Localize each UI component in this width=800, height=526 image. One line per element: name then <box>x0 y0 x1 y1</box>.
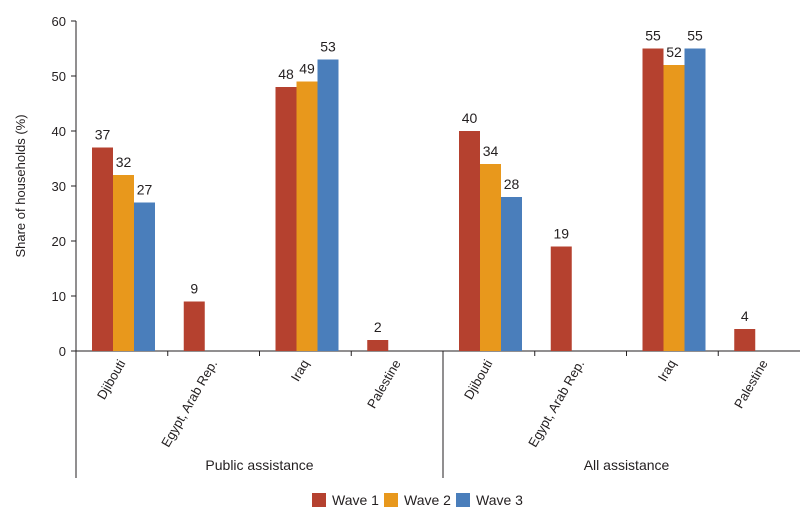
bar-wave-3 <box>501 197 522 351</box>
bar-wave-3 <box>134 202 155 351</box>
data-label: 52 <box>666 44 682 60</box>
legend-swatch <box>312 493 326 507</box>
x-category-label: Egypt, Arab Rep. <box>158 357 220 450</box>
y-axis-title: Share of households (%) <box>13 114 28 257</box>
data-label: 55 <box>687 28 703 44</box>
data-label: 4 <box>741 308 749 324</box>
bar-wave-1 <box>183 301 205 351</box>
x-category-label: Iraq <box>288 357 312 384</box>
group-label: Public assistance <box>205 457 313 473</box>
x-category-label: Palestine <box>364 357 404 411</box>
data-label: 2 <box>374 319 382 335</box>
x-category-label: Egypt, Arab Rep. <box>525 357 587 450</box>
data-label: 9 <box>190 281 198 297</box>
data-label: 27 <box>137 182 153 198</box>
y-tick-label: 50 <box>52 69 66 84</box>
bar-wave-2 <box>296 81 318 351</box>
legend-label: Wave 2 <box>404 492 451 508</box>
group-label: All assistance <box>584 457 670 473</box>
bar-wave-2 <box>663 65 685 351</box>
bar-wave-1 <box>734 329 756 351</box>
data-label: 19 <box>553 226 569 242</box>
data-label: 28 <box>504 176 520 192</box>
y-tick-label: 60 <box>52 14 66 29</box>
bar-wave-3 <box>684 48 706 351</box>
data-label: 40 <box>462 110 478 126</box>
y-tick-label: 20 <box>52 234 66 249</box>
bar-wave-1 <box>275 87 297 351</box>
y-tick-label: 30 <box>52 179 66 194</box>
bar-wave-1 <box>550 246 572 351</box>
legend-swatch <box>456 493 470 507</box>
data-label: 34 <box>483 143 499 159</box>
x-category-label: Iraq <box>655 357 679 384</box>
bar-wave-3 <box>317 59 339 351</box>
bar-wave-2 <box>480 164 501 351</box>
data-label: 37 <box>95 127 111 143</box>
bar-wave-1 <box>459 131 480 351</box>
x-category-label: Djibouti <box>461 357 496 402</box>
y-tick-label: 10 <box>52 289 66 304</box>
data-label: 55 <box>645 28 661 44</box>
y-tick-label: 40 <box>52 124 66 139</box>
bar-wave-1 <box>642 48 664 351</box>
y-tick-label: 0 <box>59 344 66 359</box>
legend-label: Wave 1 <box>332 492 379 508</box>
data-label: 49 <box>299 61 315 77</box>
legend-label: Wave 3 <box>476 492 523 508</box>
legend-swatch <box>384 493 398 507</box>
data-label: 32 <box>116 154 132 170</box>
bar-wave-1 <box>367 340 389 351</box>
bar-wave-2 <box>113 175 134 351</box>
x-category-label: Palestine <box>731 357 771 411</box>
x-category-label: Djibouti <box>94 357 129 402</box>
data-label: 48 <box>278 66 294 82</box>
data-label: 53 <box>320 39 336 55</box>
bar-wave-1 <box>92 147 113 351</box>
